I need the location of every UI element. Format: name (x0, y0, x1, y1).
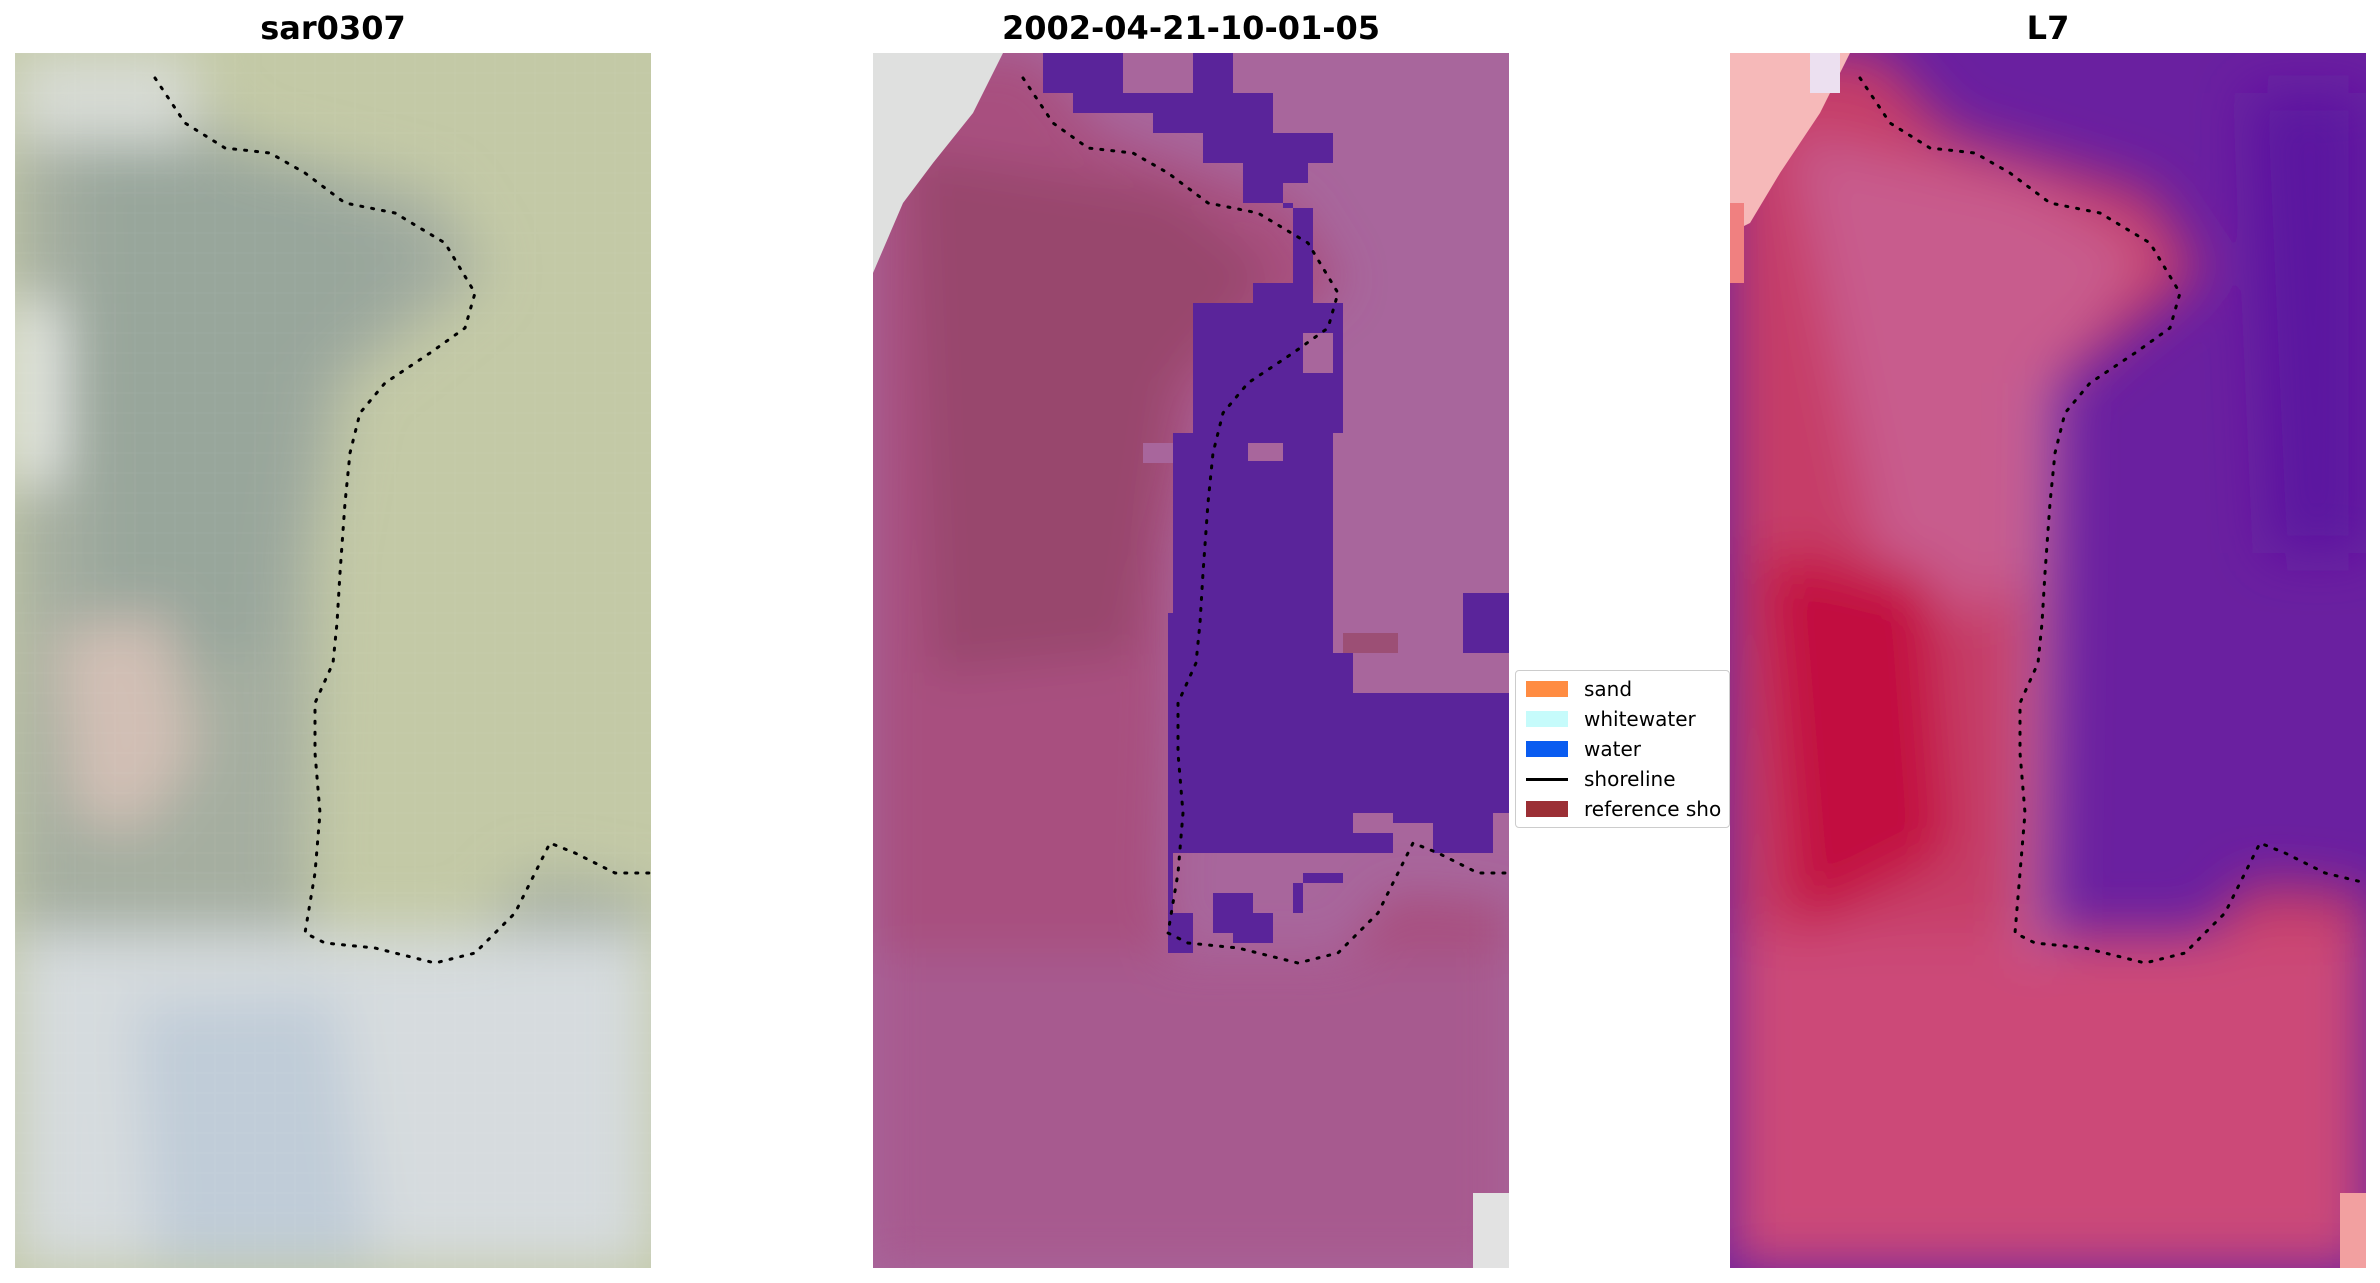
index-image-panel (1730, 53, 2366, 1268)
legend-label: whitewater (1584, 707, 1696, 731)
panel-title-index: L7 (2026, 9, 2070, 47)
panel-title-classified: 2002-04-21-10-01-05 (1001, 9, 1381, 47)
legend-swatch-whitewater (1526, 711, 1568, 727)
legend: sand whitewater water shoreline referenc… (1515, 670, 1730, 828)
legend-entry-sand: sand (1526, 675, 1632, 703)
legend-entry-water: water (1526, 735, 1641, 763)
rgb-image (15, 53, 651, 1268)
legend-entry-whitewater: whitewater (1526, 705, 1696, 733)
legend-label: reference sho (1584, 797, 1722, 821)
legend-line-shoreline (1526, 777, 1568, 781)
legend-entry-shoreline: shoreline (1526, 765, 1676, 793)
legend-swatch-sand (1526, 681, 1568, 697)
rgb-image-panel (15, 53, 651, 1268)
shoreline-trace (1858, 76, 2366, 965)
classified-image (873, 53, 1509, 1268)
index-image (1730, 53, 2366, 1268)
legend-swatch-reference-shoreline (1526, 801, 1568, 817)
shoreline-trace (153, 76, 651, 965)
legend-entry-reference-shoreline: reference sho (1526, 795, 1721, 823)
legend-swatch-water (1526, 741, 1568, 757)
legend-label: shoreline (1584, 767, 1676, 791)
panel-title-rgb: sar0307 (260, 9, 406, 47)
classified-image-panel (873, 53, 1509, 1268)
legend-label: water (1584, 737, 1641, 761)
legend-label: sand (1584, 677, 1633, 701)
